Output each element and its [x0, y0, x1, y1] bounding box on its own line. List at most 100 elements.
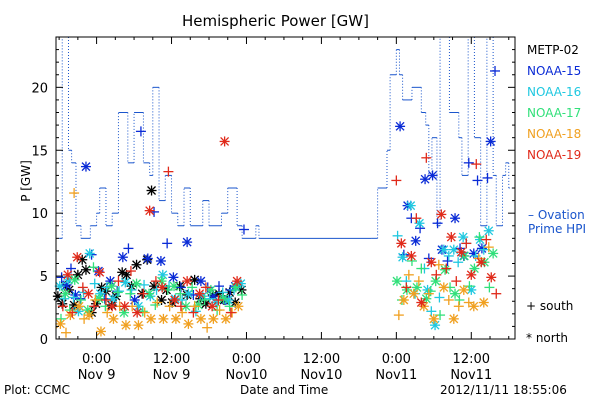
south-plus-marker — [175, 288, 186, 299]
north-star-marker — [74, 301, 85, 312]
y-axis-label: P [GW] — [19, 160, 33, 202]
south-plus-marker — [421, 152, 432, 163]
south-plus-marker — [102, 307, 113, 318]
north-star-marker — [232, 276, 243, 287]
series-noaa-15 — [56, 65, 501, 305]
south-plus-marker — [423, 288, 434, 299]
south-plus-marker — [491, 288, 502, 299]
north-star-marker — [156, 294, 167, 305]
south-plus-marker — [238, 224, 249, 235]
north-star-marker — [61, 279, 72, 290]
x-tick-date-label: Nov11 — [450, 368, 492, 383]
north-star-marker — [207, 301, 218, 312]
south-plus-marker — [483, 242, 494, 253]
north-star-marker — [446, 232, 457, 243]
north-star-marker — [456, 247, 467, 258]
south-plus-marker — [67, 307, 78, 318]
north-star-marker — [440, 264, 451, 275]
plot-frame — [55, 36, 516, 340]
north-star-marker — [408, 288, 419, 299]
south-plus-marker — [113, 276, 124, 287]
north-star-marker — [395, 121, 406, 132]
south-plus-marker — [177, 307, 188, 318]
north-star-marker — [396, 238, 407, 249]
legend-entry-metp-02: METP-02 — [527, 43, 579, 57]
north-star-marker — [182, 276, 193, 287]
north-star-marker — [119, 301, 130, 312]
north-star-marker — [168, 272, 179, 283]
y-tick-label: 15 — [31, 144, 48, 159]
north-star-marker — [55, 318, 66, 329]
north-star-marker — [65, 310, 76, 321]
south-plus-marker — [225, 307, 236, 318]
north-star-marker — [218, 293, 229, 304]
legend-entry-noaa-18: NOAA-18 — [527, 127, 582, 141]
south-plus-marker — [125, 288, 136, 299]
north-star-marker — [84, 310, 95, 321]
north-star-marker — [72, 252, 83, 263]
south-plus-marker — [433, 259, 444, 270]
south-plus-marker — [391, 175, 402, 186]
north-star-marker — [52, 291, 63, 302]
north-star-marker — [427, 170, 438, 181]
north-star-marker — [157, 282, 168, 293]
north-star-marker — [158, 313, 169, 324]
x-axis-label: Date and Time — [240, 383, 329, 397]
north-star-marker — [458, 284, 469, 295]
south-plus-marker — [139, 279, 150, 290]
north-star-marker — [486, 272, 497, 283]
x-tick-date-label: Nov10 — [300, 368, 342, 383]
north-star-marker — [398, 294, 409, 305]
south-plus-marker — [453, 257, 464, 268]
north-star-marker — [107, 301, 118, 312]
north-star-marker — [144, 205, 155, 216]
north-star-marker — [488, 248, 499, 259]
north-star-marker — [120, 277, 131, 288]
south-plus-marker — [138, 288, 149, 299]
south-plus-marker — [224, 301, 235, 312]
south-plus-marker — [164, 301, 175, 312]
north-star-marker — [414, 218, 425, 229]
south-plus-marker — [152, 297, 163, 308]
south-plus-marker — [88, 262, 99, 273]
south-plus-marker — [69, 188, 80, 199]
north-star-marker — [169, 294, 180, 305]
north-star-marker — [84, 248, 95, 259]
north-star-marker — [220, 313, 231, 324]
x-tick-date-label: Nov 9 — [78, 368, 116, 383]
north-star-marker — [133, 320, 144, 331]
north-star-marker — [428, 313, 439, 324]
south-plus-marker — [237, 289, 248, 300]
south-plus-marker — [202, 322, 213, 333]
north-star-marker — [430, 276, 441, 287]
south-plus-marker — [150, 300, 161, 311]
north-star-marker — [476, 243, 487, 254]
north-star-marker — [448, 244, 459, 255]
south-plus-marker — [60, 327, 71, 338]
north-star-marker — [131, 278, 142, 289]
north-star-marker — [62, 269, 73, 280]
south-plus-marker — [416, 263, 427, 274]
south-plus-marker — [425, 286, 436, 297]
north-star-marker — [468, 301, 479, 312]
footer-timestamp: 2012/11/11 18:55:06 — [440, 383, 567, 397]
x-tick-time-label: 0:00 — [232, 352, 261, 367]
south-plus-marker — [188, 307, 199, 318]
south-plus-marker — [413, 276, 424, 287]
north-star-marker — [450, 213, 461, 224]
south-plus-marker — [443, 294, 454, 305]
north-star-marker — [69, 274, 80, 285]
north-star-marker — [121, 269, 132, 280]
south-plus-marker — [451, 276, 462, 287]
marker-legend-north: * north — [526, 331, 568, 345]
south-plus-marker — [432, 218, 443, 229]
north-star-marker — [95, 326, 106, 337]
south-plus-marker — [189, 301, 200, 312]
south-plus-marker — [484, 282, 495, 293]
ovation-legend-line2: Prime HPI — [528, 222, 586, 236]
footer-plot-credit: Plot: CCMC — [4, 383, 70, 397]
y-tick-label: 10 — [31, 207, 48, 222]
south-plus-marker — [75, 294, 86, 305]
ovation-legend-line1: – Ovation — [528, 208, 585, 222]
